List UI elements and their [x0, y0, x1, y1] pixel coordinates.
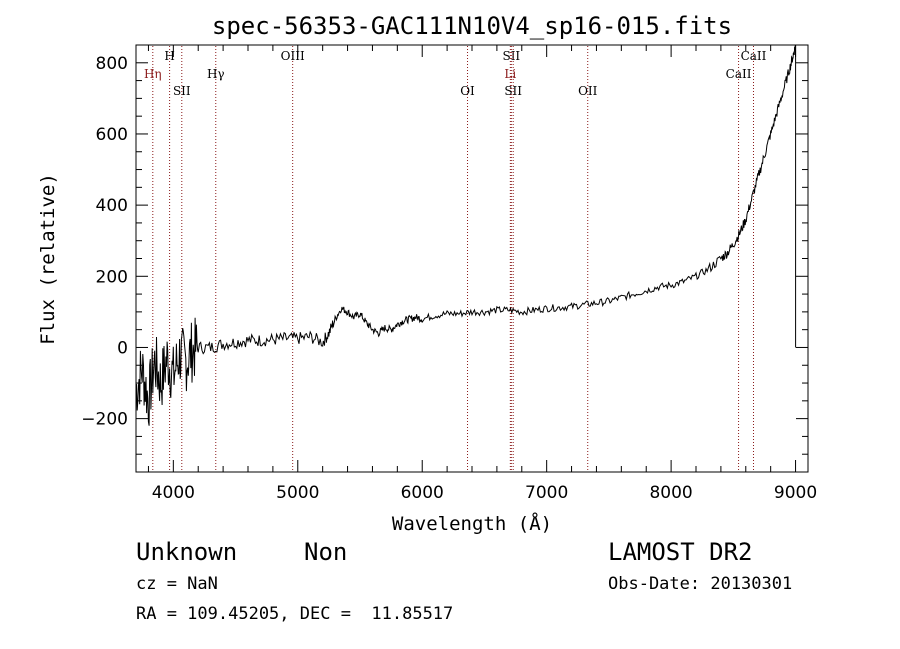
y-tick-label: 800 [96, 54, 128, 74]
subclass: Non [304, 538, 348, 566]
line-marker-label: SII [504, 84, 522, 98]
line-marker-label: OIII [281, 49, 305, 63]
line-marker-label: Hη [144, 67, 162, 81]
spectrum-line [135, 44, 797, 426]
line-marker-label: CaII [741, 49, 767, 63]
plot-frame [135, 44, 809, 473]
obs-date: Obs-Date: 20130301 [608, 574, 793, 594]
y-axis-label: Flux (relative) [37, 173, 59, 345]
y-tick-label: 200 [96, 267, 128, 287]
line-marker-label: Hγ [207, 67, 225, 81]
line-marker-label: Li [504, 67, 516, 81]
line-marker-label: OII [578, 84, 598, 98]
x-tick-label: 5000 [276, 483, 319, 503]
x-tick-label: 6000 [401, 483, 444, 503]
line-marker-label: SII [502, 49, 520, 63]
chart-title: spec-56353-GAC111N10V4_sp16-015.fits [212, 12, 732, 40]
y-tick-label: 600 [96, 125, 128, 145]
line-marker-label: CaII [726, 67, 752, 81]
spectral-line-markers: HηH SII Hγ OIII OI SII Li SII OII CaII CaII [144, 46, 767, 471]
class-name: Unknown [136, 538, 238, 566]
line-marker-label: H [164, 49, 174, 63]
x-axis-label: Wavelength (Å) [392, 512, 552, 535]
x-tick-label: 7000 [525, 483, 568, 503]
axis-ticks: 4000 5000 6000 7000 8000 9000 −200 0 200 400 600 80… [81, 44, 817, 503]
x-tick-label: 9000 [774, 483, 817, 503]
line-marker-label: SII [173, 84, 191, 98]
redshift-cz: cz = NaN [136, 574, 218, 594]
line-marker-label: OI [460, 84, 475, 98]
y-tick-label: 400 [96, 196, 128, 216]
y-tick-label: 0 [117, 338, 128, 358]
coordinates: RA = 109.45205, DEC = 11.85517 [136, 604, 454, 624]
survey-name: LAMOST DR2 [608, 538, 753, 566]
x-tick-label: 4000 [152, 483, 195, 503]
y-tick-label: −200 [81, 410, 128, 430]
x-tick-label: 8000 [649, 483, 692, 503]
